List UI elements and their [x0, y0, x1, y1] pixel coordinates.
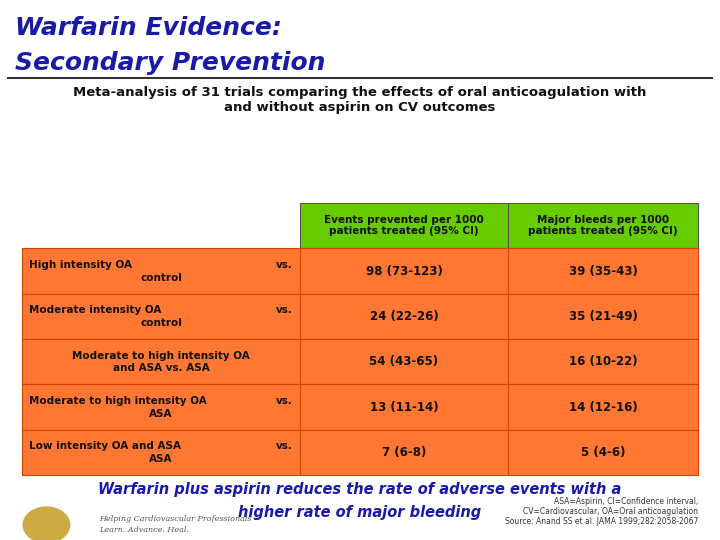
FancyBboxPatch shape	[22, 248, 300, 294]
FancyBboxPatch shape	[508, 248, 698, 294]
FancyBboxPatch shape	[300, 339, 508, 384]
Text: 13 (11-14): 13 (11-14)	[370, 401, 438, 414]
FancyBboxPatch shape	[22, 339, 300, 384]
Text: vs.: vs.	[276, 441, 293, 451]
FancyBboxPatch shape	[22, 294, 300, 339]
Text: Warfarin Evidence:: Warfarin Evidence:	[14, 16, 282, 40]
Text: ASA: ASA	[149, 454, 173, 464]
Text: 54 (43-65): 54 (43-65)	[369, 355, 438, 368]
Text: 98 (73-123): 98 (73-123)	[366, 265, 443, 278]
Text: 7 (6-8): 7 (6-8)	[382, 446, 426, 459]
Text: vs.: vs.	[276, 260, 293, 269]
FancyBboxPatch shape	[508, 430, 698, 475]
FancyBboxPatch shape	[300, 294, 508, 339]
Text: control: control	[140, 318, 182, 328]
Text: 24 (22-26): 24 (22-26)	[369, 310, 438, 323]
Text: Major bleeds per 1000
patients treated (95% CI): Major bleeds per 1000 patients treated (…	[528, 214, 678, 237]
Text: Moderate to high intensity OA: Moderate to high intensity OA	[29, 396, 207, 406]
FancyBboxPatch shape	[22, 430, 300, 475]
Text: 14 (12-16): 14 (12-16)	[569, 401, 637, 414]
Text: 35 (21-49): 35 (21-49)	[569, 310, 637, 323]
Text: vs.: vs.	[276, 396, 293, 406]
FancyBboxPatch shape	[508, 202, 698, 248]
Text: Helping Cardiovascular Professionals: Helping Cardiovascular Professionals	[99, 516, 252, 523]
Text: 16 (10-22): 16 (10-22)	[569, 355, 637, 368]
Text: Learn. Advance. Heal.: Learn. Advance. Heal.	[99, 526, 189, 534]
Circle shape	[23, 507, 70, 540]
Text: Moderate intensity OA: Moderate intensity OA	[29, 305, 161, 315]
FancyBboxPatch shape	[300, 248, 508, 294]
Text: control: control	[140, 273, 182, 282]
Text: ASA=Aspirin, CI=Confidence interval,
CV=Cardiovascular, OA=Oral anticoagulation
: ASA=Aspirin, CI=Confidence interval, CV=…	[505, 497, 698, 526]
FancyBboxPatch shape	[300, 202, 508, 248]
Text: High intensity OA: High intensity OA	[29, 260, 132, 269]
Text: 39 (35-43): 39 (35-43)	[569, 265, 637, 278]
Text: Secondary Prevention: Secondary Prevention	[14, 51, 325, 75]
FancyBboxPatch shape	[22, 384, 300, 430]
Text: Warfarin plus aspirin reduces the rate of adverse events with a: Warfarin plus aspirin reduces the rate o…	[99, 482, 621, 497]
Text: Moderate to high intensity OA
and ASA vs. ASA: Moderate to high intensity OA and ASA vs…	[72, 351, 250, 373]
FancyBboxPatch shape	[508, 384, 698, 430]
Text: higher rate of major bleeding: higher rate of major bleeding	[238, 505, 482, 520]
Text: ASA: ASA	[149, 409, 173, 419]
Text: Meta-analysis of 31 trials comparing the effects of oral anticoagulation with
an: Meta-analysis of 31 trials comparing the…	[73, 86, 647, 114]
Text: 5 (4-6): 5 (4-6)	[581, 446, 626, 459]
FancyBboxPatch shape	[300, 430, 508, 475]
Text: Low intensity OA and ASA: Low intensity OA and ASA	[29, 441, 181, 451]
FancyBboxPatch shape	[300, 384, 508, 430]
Text: vs.: vs.	[276, 305, 293, 315]
FancyBboxPatch shape	[508, 294, 698, 339]
FancyBboxPatch shape	[508, 339, 698, 384]
Text: Events prevented per 1000
patients treated (95% CI): Events prevented per 1000 patients treat…	[324, 214, 484, 237]
